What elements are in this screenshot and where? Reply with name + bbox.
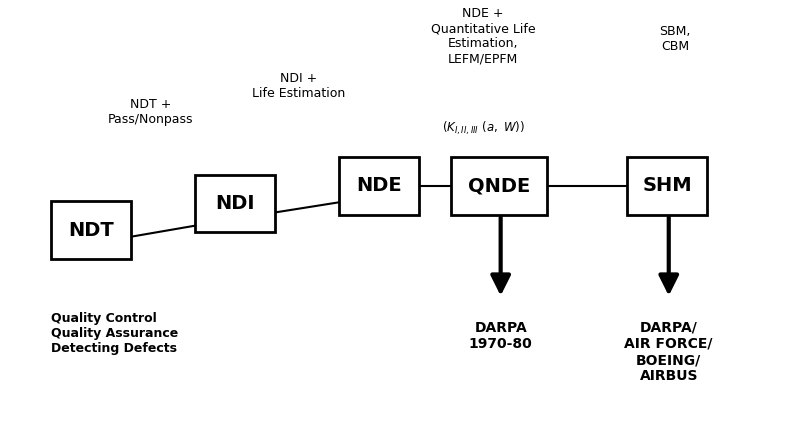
Text: DARPA
1970-80: DARPA 1970-80: [469, 320, 533, 351]
Text: NDT +
Pass/Nonpass: NDT + Pass/Nonpass: [108, 98, 193, 127]
FancyBboxPatch shape: [451, 157, 547, 215]
Text: NDT: NDT: [68, 221, 114, 240]
Text: NDE +
Quantitative Life
Estimation,
LEFM/EPFM: NDE + Quantitative Life Estimation, LEFM…: [430, 7, 535, 65]
Text: $(K_{I,II,III}\ (a,\ W))$: $(K_{I,II,III}\ (a,\ W))$: [442, 120, 525, 137]
Text: Quality Control
Quality Assurance
Detecting Defects: Quality Control Quality Assurance Detect…: [51, 312, 178, 355]
Text: NDI +
Life Estimation: NDI + Life Estimation: [252, 72, 346, 100]
Text: NDE: NDE: [356, 177, 402, 195]
FancyBboxPatch shape: [339, 157, 419, 215]
FancyBboxPatch shape: [51, 202, 131, 259]
Text: NDI: NDI: [215, 194, 255, 213]
Text: QNDE: QNDE: [468, 177, 530, 195]
Text: DARPA/
AIR FORCE/
BOEING/
AIRBUS: DARPA/ AIR FORCE/ BOEING/ AIRBUS: [625, 320, 713, 383]
Text: SBM,
CBM: SBM, CBM: [659, 25, 691, 53]
Text: SHM: SHM: [642, 177, 692, 195]
FancyBboxPatch shape: [195, 175, 275, 232]
FancyBboxPatch shape: [627, 157, 707, 215]
